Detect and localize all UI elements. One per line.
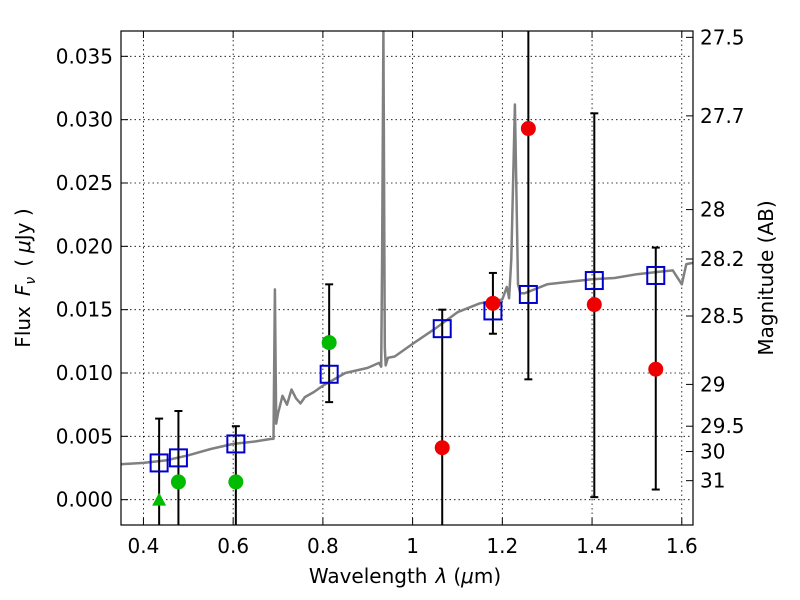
x-axis-label: Wavelength λ (μm) — [309, 564, 501, 588]
model-point — [226, 434, 246, 454]
green-data-point — [170, 474, 186, 490]
red-data-point — [434, 440, 450, 456]
model-point — [149, 453, 169, 473]
y-axis-label: FluxFν(μJy ) — [11, 208, 39, 347]
x-tick-label: 0.4 — [128, 534, 160, 558]
x-tick-label: 0.8 — [307, 534, 339, 558]
plot-area — [121, 31, 693, 525]
axes: 0.4 0.6 0.8 1 1.2 1.4 1.6 0.000 0.005 0.010 0.015 0… — [56, 25, 745, 558]
y2-tick-label: 29.5 — [700, 414, 745, 438]
x-tick-label: 1 — [406, 534, 419, 558]
y2-tick-label: 31 — [700, 469, 725, 493]
y2-tick-label: 28.5 — [700, 304, 745, 328]
x-tick-label: 1.4 — [576, 534, 608, 558]
red-data-point — [648, 361, 664, 377]
y2-tick-label: 29 — [700, 372, 725, 396]
y2-tick-label: 28 — [700, 198, 725, 222]
y2-tick-label: 27.7 — [700, 104, 745, 128]
green-data-point — [228, 474, 244, 490]
upper-limit-triangle — [152, 492, 167, 506]
y-tick-label: 0.035 — [56, 44, 113, 68]
red-data-point — [586, 297, 602, 313]
y-tick-label: 0.015 — [56, 298, 113, 322]
model-point — [584, 271, 604, 291]
y-tick-label: 0.030 — [56, 108, 113, 132]
model-point — [319, 364, 339, 384]
y-tick-label: 0.005 — [56, 424, 113, 448]
green-data-point — [321, 335, 337, 351]
model-point — [518, 284, 538, 304]
model-point — [168, 448, 188, 468]
y2-tick-label: 30 — [700, 440, 725, 464]
model-point — [646, 265, 666, 285]
spectrum-line — [121, 31, 693, 466]
y-tick-label: 0.010 — [56, 361, 113, 385]
y-tick-label: 0.000 — [56, 488, 113, 512]
red-data-point — [520, 121, 536, 137]
plot-frame — [120, 30, 694, 526]
y2-axis-label: Magnitude (AB) — [754, 200, 778, 355]
x-tick-label: 1.6 — [666, 534, 698, 558]
y-tick-label: 0.020 — [56, 234, 113, 258]
y2-tick-label: 28.2 — [700, 247, 745, 271]
x-tick-label: 1.2 — [486, 534, 518, 558]
x-tick-label: 0.6 — [217, 534, 249, 558]
y-tick-label: 0.025 — [56, 171, 113, 195]
red-data-point — [485, 295, 501, 311]
y2-tick-label: 27.5 — [700, 25, 745, 49]
model-point — [432, 319, 452, 339]
